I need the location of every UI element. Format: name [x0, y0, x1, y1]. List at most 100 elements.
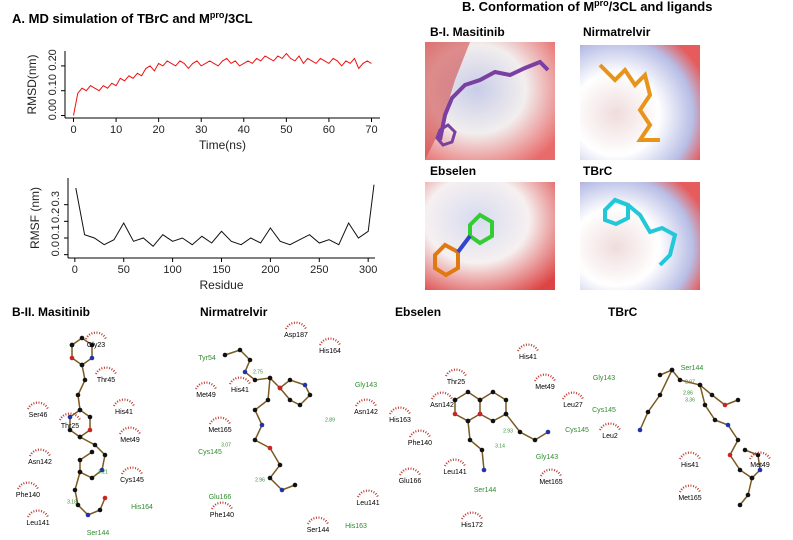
atom [102, 495, 108, 501]
atom [637, 427, 643, 433]
bond [639, 369, 673, 431]
atom [252, 377, 258, 383]
residue-label: His172 [461, 522, 483, 529]
atom [89, 355, 95, 361]
atom [97, 507, 103, 513]
residue-label: His163 [389, 417, 411, 424]
x-tick-label: 150 [212, 264, 230, 276]
hydrophobic-arc [461, 511, 483, 520]
atom [503, 411, 509, 417]
hydrophobic-arc [409, 429, 431, 438]
residue-label: Met49 [535, 384, 555, 391]
atom [247, 357, 253, 363]
residue-label: Ser144 [681, 365, 704, 372]
atom [287, 397, 293, 403]
x-tick-label: 50 [280, 124, 292, 136]
residue-label: Ser144 [474, 487, 497, 494]
hbond-distance: 2.86 [683, 390, 693, 396]
hydrophobic-arc [562, 391, 584, 400]
hbond-distance: 3.07 [221, 442, 231, 448]
title-sup: pro [210, 10, 225, 20]
atom [517, 429, 523, 435]
atom [737, 502, 743, 508]
residue-label: His41 [519, 354, 537, 361]
title-text: /3CL [224, 11, 252, 26]
hydrophobic-arc [229, 376, 251, 385]
atom [77, 434, 83, 440]
hydrophobic-arc [27, 401, 49, 410]
ligand [456, 234, 472, 254]
hbond-distance: 3.36 [685, 397, 695, 403]
x-tick-label: 200 [261, 264, 279, 276]
atom [490, 418, 496, 424]
residue-label: Met49 [196, 392, 216, 399]
residue-label: Met165 [539, 479, 562, 486]
interaction-title: Nirmatrelvir [200, 305, 268, 319]
bond [505, 413, 549, 441]
panel-a-title: A. MD simulation of TBrC and Mpro/3CL [12, 10, 253, 26]
atom [302, 382, 308, 388]
atom [737, 467, 743, 473]
atom [735, 437, 741, 443]
x-tick-label: 30 [195, 124, 207, 136]
title-text: B. Conformation of M [462, 0, 594, 14]
x-tick-label: 0 [72, 264, 78, 276]
x-tick-label: 10 [110, 124, 122, 136]
title-sup: pro [594, 0, 609, 8]
residue-label: Cys145 [198, 449, 222, 456]
atom [749, 475, 755, 481]
hydrophobic-arc [431, 391, 453, 400]
atom [722, 402, 728, 408]
atom [727, 452, 733, 458]
residue-label: Leu141 [443, 469, 466, 476]
residue-label: Met49 [750, 462, 770, 469]
atom [709, 392, 715, 398]
atom [645, 409, 651, 415]
hydrophobic-arc [599, 422, 621, 431]
atom [89, 475, 95, 481]
atom [87, 427, 93, 433]
atom [477, 411, 483, 417]
x-axis-label: Time(ns) [199, 138, 246, 152]
hbond-distance: 2.97 [685, 379, 695, 385]
hydrophobic-arc [95, 366, 117, 375]
hydrophobic-arc [534, 373, 556, 382]
atom [77, 469, 83, 475]
hydrophobic-arc [355, 398, 377, 407]
atom [477, 397, 483, 403]
hydrophobic-arc [29, 448, 51, 457]
residue-label: Asn142 [430, 402, 454, 409]
structure-label: Nirmatrelvir [583, 25, 651, 39]
surface [580, 182, 700, 290]
panel-b-title: B. Conformation of Mpro/3CL and ligands [462, 0, 712, 14]
atom [252, 437, 258, 443]
residue-label: Ser144 [307, 527, 330, 534]
atom [92, 442, 98, 448]
atom [702, 402, 708, 408]
hydrophobic-arc [357, 489, 379, 498]
atom [67, 427, 73, 433]
hydrophobic-arc [399, 467, 421, 476]
residue-label: Cys145 [592, 407, 616, 414]
atom [267, 375, 273, 381]
atom [479, 447, 485, 453]
structure-images [425, 42, 700, 290]
atom [669, 367, 675, 373]
hydrophobic-arc [113, 398, 135, 407]
residue-label: Gly143 [355, 382, 377, 389]
atom [287, 377, 293, 383]
residue-label: Asn142 [354, 409, 378, 416]
ligand [438, 59, 550, 141]
atom [252, 407, 258, 413]
atom [503, 397, 509, 403]
residue-label: Ser46 [29, 412, 48, 419]
atom [735, 397, 741, 403]
atom [99, 467, 105, 473]
atom [265, 397, 271, 403]
ligand-diagram [67, 335, 108, 518]
residue-label: Thr25 [61, 423, 79, 430]
residue-label: Phe140 [16, 492, 40, 499]
atom [481, 467, 487, 473]
interaction-title: B-II. Masitinib [12, 305, 90, 319]
residue-label: Gly23 [87, 342, 105, 349]
